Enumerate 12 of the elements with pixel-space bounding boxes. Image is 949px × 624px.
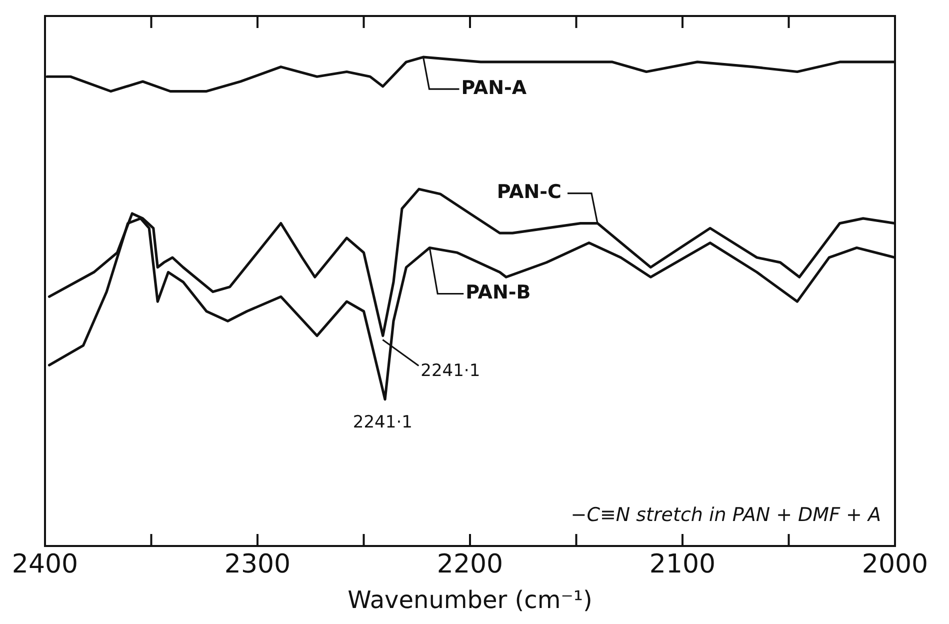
- annotation: 2241·1: [420, 361, 480, 382]
- x-tick-label: 2300: [224, 549, 291, 580]
- x-tick-label: 2100: [649, 549, 716, 580]
- series-label: PAN-B: [466, 282, 531, 304]
- x-tick-label: 2200: [436, 549, 504, 580]
- x-axis-title: Wavenumber (cm⁻¹): [348, 586, 592, 614]
- series-label: PAN-A: [461, 77, 527, 100]
- series-label: PAN-C: [496, 181, 562, 204]
- annotation: −C≡N stretch in PAN + DMF + A: [570, 504, 881, 526]
- annotation: 2241·1: [352, 412, 412, 433]
- x-tick-label: 2400: [12, 549, 78, 580]
- x-tick-label: 2000: [862, 549, 928, 580]
